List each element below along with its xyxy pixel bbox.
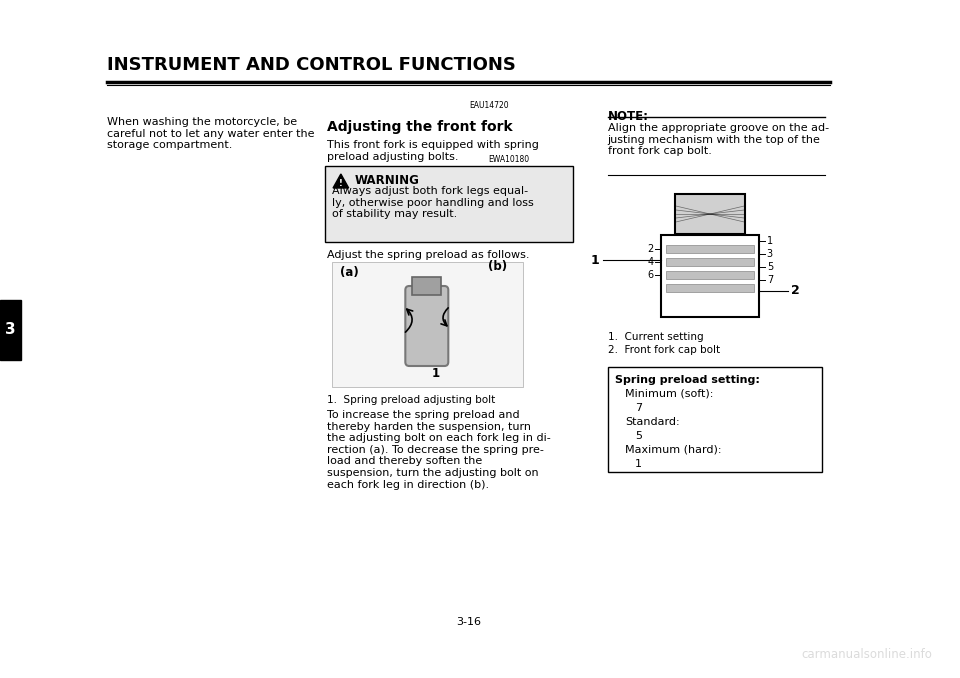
Text: Standard:: Standard: [625,417,680,427]
FancyBboxPatch shape [325,166,573,242]
Text: 1.  Spring preload adjusting bolt: 1. Spring preload adjusting bolt [327,395,495,405]
Text: 1: 1 [591,254,600,266]
Text: Align the appropriate groove on the ad-
justing mechanism with the top of the
fr: Align the appropriate groove on the ad- … [608,123,828,156]
Text: 3: 3 [767,249,773,259]
Text: 3: 3 [6,323,16,338]
Bar [332,262,522,387]
Text: Adjusting the front fork: Adjusting the front fork [327,120,513,134]
Text: !: ! [339,180,343,188]
Text: 7: 7 [767,275,773,285]
Text: EAU14720: EAU14720 [468,101,509,110]
Text: 1: 1 [635,459,642,469]
Bar [666,271,754,279]
Text: 3-16: 3-16 [456,617,481,627]
Text: (a): (a) [340,266,359,279]
Bar [666,258,754,266]
Bar [661,235,759,317]
Text: carmanualsonline.info: carmanualsonline.info [801,648,932,661]
Text: 2.  Front fork cap bolt: 2. Front fork cap bolt [608,345,720,355]
Text: 4: 4 [647,257,654,267]
Bar [666,284,754,292]
Text: 6: 6 [647,270,654,280]
Text: INSTRUMENT AND CONTROL FUNCTIONS: INSTRUMENT AND CONTROL FUNCTIONS [108,56,516,74]
Bar [666,245,754,253]
Bar [608,367,823,472]
Text: 5: 5 [635,431,642,441]
Text: When washing the motorcycle, be
careful not to let any water enter the
storage c: When washing the motorcycle, be careful … [108,117,315,151]
Text: To increase the spring preload and
thereby harden the suspension, turn
the adjus: To increase the spring preload and there… [327,410,551,490]
Text: 1.  Current setting: 1. Current setting [608,332,703,342]
Text: Maximum (hard):: Maximum (hard): [625,445,722,455]
Polygon shape [333,174,348,188]
FancyBboxPatch shape [405,286,448,366]
Text: Adjust the spring preload as follows.: Adjust the spring preload as follows. [327,250,530,260]
Text: 5: 5 [767,262,773,272]
Text: 2: 2 [647,244,654,254]
Text: Spring preload setting:: Spring preload setting: [615,375,760,385]
Text: 1: 1 [432,367,440,380]
FancyBboxPatch shape [675,194,745,234]
Bar [0,300,21,360]
Text: This front fork is equipped with spring
preload adjusting bolts.: This front fork is equipped with spring … [327,140,540,161]
Text: 7: 7 [635,403,642,413]
Text: Always adjust both fork legs equal-
ly, otherwise poor handling and loss
of stab: Always adjust both fork legs equal- ly, … [332,186,534,219]
Text: (b): (b) [489,260,508,273]
Text: EWA10180: EWA10180 [489,155,530,164]
Text: Minimum (soft):: Minimum (soft): [625,389,713,399]
Text: 2: 2 [791,285,800,298]
FancyBboxPatch shape [412,277,442,295]
Text: 1: 1 [767,236,773,246]
Text: NOTE:: NOTE: [608,110,649,123]
Text: WARNING: WARNING [354,174,420,187]
